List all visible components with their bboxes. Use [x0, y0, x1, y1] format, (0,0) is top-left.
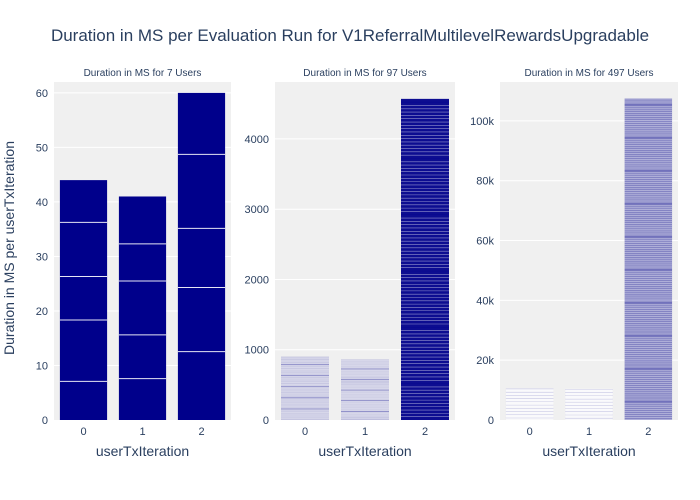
subplot-title: Duration in MS for 7 Users: [84, 68, 202, 79]
x-tick-label: 0: [302, 426, 308, 438]
y-tick-label: 40: [36, 197, 48, 209]
y-tick-label: 20: [36, 306, 48, 318]
bar: [177, 92, 226, 420]
x-tick-label: 2: [422, 426, 428, 438]
subplot-2: 0 1000 2000 3000 4000 0 1 2 Duration in MS for 9…: [245, 68, 455, 459]
bar: [624, 98, 673, 420]
x-tick-label: 0: [80, 426, 86, 438]
x-axis-label: userTxIteration: [318, 443, 411, 459]
bar: [59, 180, 108, 420]
x-tick-label: 2: [645, 426, 651, 438]
y-tick-label: 30: [36, 251, 48, 263]
x-axis-label: userTxIteration: [96, 443, 189, 459]
bar: [118, 196, 167, 420]
x-tick-label: 1: [139, 426, 145, 438]
bar-2: [401, 98, 449, 420]
y-tick-label: 20k: [476, 355, 494, 367]
y-tick-label: 4000: [245, 134, 269, 146]
bar-1: [341, 359, 389, 420]
plot-area: [500, 82, 678, 420]
x-tick-label: 1: [586, 426, 592, 438]
y-tick-label: 60k: [476, 236, 494, 248]
bar-2: [624, 98, 673, 420]
x-tick-label: 2: [198, 426, 204, 438]
y-tick-label: 3000: [245, 204, 269, 216]
y-tick-label: 60: [36, 88, 48, 100]
y-tick-label: 0: [488, 415, 494, 427]
subplot-title: Duration in MS for 497 Users: [525, 68, 654, 79]
x-tick-label: 0: [527, 426, 533, 438]
bar: [401, 98, 449, 420]
bar-0: [59, 180, 108, 420]
y-tick-label: 40k: [476, 295, 494, 307]
bar-0: [281, 356, 329, 420]
y-tick-label: 80k: [476, 176, 494, 188]
y-tick-label: 0: [263, 415, 269, 427]
y-tick-label: 100k: [470, 116, 494, 128]
y-tick-label: 10: [36, 360, 48, 372]
subplot-3: 0 20k 40k 60k 80k 100k 0 1 2 Duration in MS for 4…: [470, 68, 678, 459]
y-tick-label: 50: [36, 142, 48, 154]
bar-2: [177, 92, 226, 420]
y-tick-label: 0: [42, 415, 48, 427]
chart-title: Duration in MS per Evaluation Run for V1…: [51, 26, 649, 45]
y-axis-label: Duration in MS per userTxIteration: [1, 141, 17, 355]
bar-0: [505, 388, 554, 421]
subplot-1: 0 10 20 30 40 50 60 0 1 2 Duration in MS for 7 Use…: [36, 68, 231, 459]
bar-1: [118, 196, 167, 420]
subplot-title: Duration in MS for 97 Users: [303, 68, 426, 79]
bar-1: [565, 388, 613, 421]
y-tick-label: 2000: [245, 274, 269, 286]
x-axis-label: userTxIteration: [542, 443, 635, 459]
y-tick-label: 1000: [245, 345, 269, 357]
x-tick-label: 1: [362, 426, 368, 438]
